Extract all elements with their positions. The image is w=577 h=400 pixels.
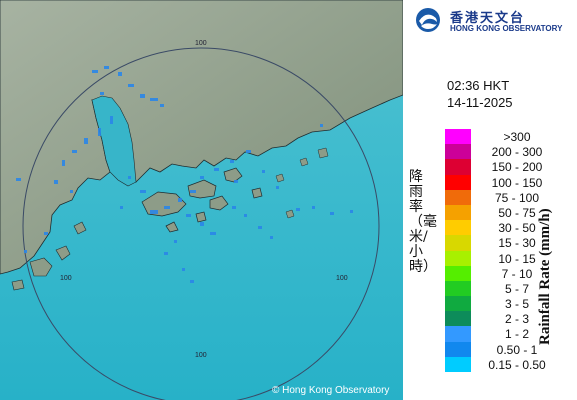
legend-swatch (445, 144, 471, 160)
radar-date: 14-11-2025 (447, 95, 513, 110)
rainfall-legend: >300 200 - 300 150 - 200 100 - 150 75 - 100 5… (445, 129, 575, 372)
legend-swatch (445, 159, 471, 175)
legend-swatch (445, 265, 471, 281)
logo-english-text: HONG KONG OBSERVATORY (450, 24, 563, 33)
legend-label: 1 - 2 (504, 327, 529, 342)
range-ring-label-east: 100 (336, 275, 348, 282)
legend-row: 75 - 100 (445, 189, 575, 205)
legend-row: >300 (445, 129, 575, 145)
legend-swatch (445, 235, 471, 251)
legend-row: 0.15 - 0.50 (445, 356, 575, 372)
legend-row: 2 - 3 (445, 311, 575, 327)
legend-swatch (445, 189, 471, 205)
legend-row: 50 - 75 (445, 204, 575, 221)
legend-row: 30 - 50 (445, 220, 575, 236)
legend-row: 200 - 300 (445, 144, 575, 160)
legend-swatch (445, 311, 471, 327)
legend-row: 100 - 150 (445, 174, 575, 190)
legend-row: 15 - 30 (445, 235, 575, 251)
legend-row: 5 - 7 (445, 280, 575, 297)
legend-title-english: Rainfall Rate (mm/h) (537, 208, 553, 345)
legend-label: 2 - 3 (504, 312, 529, 327)
legend-swatch (445, 356, 471, 372)
legend-swatch (445, 174, 471, 190)
legend-label: 75 - 100 (494, 190, 540, 205)
legend-panel: 香港天文台 HONG KONG OBSERVATORY 02:36 HKT 14… (403, 0, 577, 400)
legend-label: 10 - 15 (498, 251, 536, 266)
range-ring (22, 47, 380, 400)
legend-label: 0.15 - 0.50 (488, 357, 546, 372)
copyright-notice: © Hong Kong Observatory (272, 385, 390, 396)
radar-time: 02:36 HKT (447, 78, 510, 93)
range-ring-label-west: 100 (60, 275, 72, 282)
legend-row: 0.50 - 1 (445, 341, 575, 357)
legend-row: 150 - 200 (445, 159, 575, 175)
legend-swatch (445, 250, 471, 266)
eastern-islets (275, 147, 329, 219)
legend-label: 200 - 300 (491, 145, 543, 160)
legend-label: >300 (503, 130, 531, 144)
legend-swatch (445, 280, 471, 297)
logo-chinese-text: 香港天文台 (450, 11, 526, 26)
legend-row: 7 - 10 (445, 265, 575, 281)
legend-swatch (445, 296, 471, 312)
western-islands (11, 221, 87, 291)
legend-label: 7 - 10 (501, 266, 533, 281)
legend-label: 30 - 50 (498, 221, 536, 236)
legend-swatch (445, 326, 471, 342)
legend-title-chinese: 降雨率（毫米/小時） (409, 169, 437, 275)
legend-row: 1 - 2 (445, 326, 575, 342)
legend-swatch (445, 129, 471, 145)
legend-swatch (445, 220, 471, 236)
range-ring-label-north: 100 (195, 40, 207, 47)
legend-label: 0.50 - 1 (496, 342, 538, 357)
observatory-logo-icon (416, 8, 440, 32)
legend-label: 5 - 7 (504, 281, 529, 296)
pearl-river-estuary (91, 95, 137, 187)
legend-row: 10 - 15 (445, 250, 575, 266)
legend-label: 50 - 75 (498, 205, 536, 220)
legend-swatch (445, 341, 471, 357)
legend-label: 100 - 150 (491, 175, 543, 190)
legend-label: 3 - 5 (504, 297, 529, 312)
legend-row: 3 - 5 (445, 296, 575, 312)
legend-label: 15 - 30 (498, 236, 536, 251)
radar-echoes (16, 66, 353, 283)
legend-swatch (445, 204, 471, 221)
legend-label: 150 - 200 (491, 160, 543, 175)
range-ring-label-south: 100 (195, 352, 207, 359)
radar-map[interactable] (0, 0, 403, 400)
